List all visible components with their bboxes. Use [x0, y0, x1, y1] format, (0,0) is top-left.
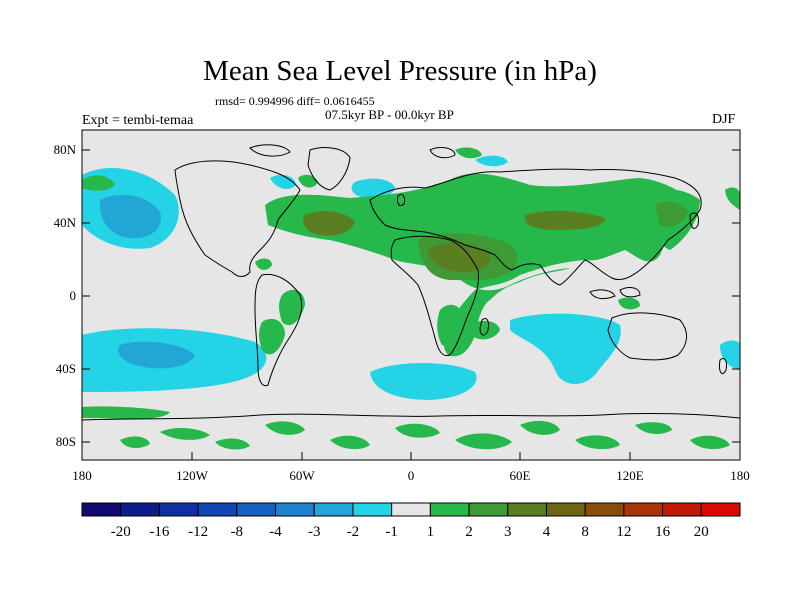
stats-text: rmsd= 0.994996 diff= 0.0616455 — [215, 94, 375, 108]
contour-antarctic-patches — [120, 420, 730, 450]
season-label: DJF — [712, 112, 736, 127]
colorbar-box — [700, 502, 741, 517]
x-tick-label: 120E — [616, 468, 644, 483]
colorbar-box — [662, 502, 702, 517]
x-tick-label: 60W — [289, 468, 315, 483]
colorbar-box — [313, 502, 354, 517]
contour-east-asia-dark — [655, 201, 688, 227]
x-tick-label: 120W — [176, 468, 209, 483]
colorbar-box — [468, 502, 509, 517]
x-tick-label: 180 — [72, 468, 92, 483]
colorbar-label: -1 — [385, 524, 398, 540]
colorbar-label: -3 — [308, 524, 321, 540]
contour-arctic-negative — [475, 155, 508, 167]
colorbar-label: -2 — [347, 524, 360, 540]
contour-indian-ocean-positive — [470, 320, 500, 340]
x-axis-labels: 180 120W 60W 0 60E 120E 180 — [72, 468, 750, 483]
colorbar-label: 1 — [427, 524, 435, 540]
colorbar-box — [275, 502, 315, 517]
contour-europe-olive — [303, 210, 355, 236]
y-tick-label: 0 — [70, 288, 77, 303]
colorbar-label: -12 — [188, 524, 208, 540]
colorbar-label: -16 — [149, 524, 169, 540]
y-tick-label: 40S — [56, 361, 76, 376]
colorbar-labels: -20 -16 -12 -8 -4 -3 -2 -1 1 2 3 4 8 12 16 20 — [111, 524, 709, 540]
colorbar-box — [584, 502, 625, 517]
contour-north-pacific-core — [99, 194, 161, 239]
colorbar-box — [197, 502, 238, 517]
colorbar-box — [545, 502, 586, 517]
colorbar-label: 3 — [504, 524, 512, 540]
x-tick-label: 0 — [408, 468, 415, 483]
contour-africa-positive — [437, 304, 465, 347]
colorbar-label: 20 — [694, 524, 709, 540]
colorbar-label: -4 — [269, 524, 282, 540]
x-tick-marks — [81, 452, 741, 460]
contour-labrador-negative — [270, 174, 296, 190]
y-axis-labels: 80N 40N 0 40S 80S — [54, 142, 77, 449]
contour-greenland-positive — [298, 174, 318, 188]
x-tick-label: 60E — [510, 468, 531, 483]
contour-west-australia-positive — [618, 297, 640, 310]
contour-central-asia-olive — [524, 210, 605, 230]
contour-south-pacific-strip-positive — [82, 406, 170, 420]
y-tick-label: 80S — [56, 434, 76, 449]
contour-caribbean-positive — [255, 258, 272, 270]
contour-south-pacific-core — [118, 341, 195, 369]
colorbar-box — [623, 502, 664, 517]
colorbar-box — [429, 502, 470, 517]
colorbar-box — [81, 502, 122, 517]
colorbar-label: 12 — [616, 524, 631, 540]
contour-east-pacific-negative — [720, 340, 740, 370]
y-tick-marks — [82, 149, 740, 443]
contour-north-america-positive — [82, 175, 115, 191]
contour-fields — [82, 147, 740, 450]
contour-south-america-positive — [279, 289, 305, 326]
colorbar-box — [158, 502, 199, 517]
colorbar-box — [120, 502, 160, 517]
colorbar-box — [236, 502, 277, 517]
colorbar-label: -20 — [111, 524, 131, 540]
contour-south-atlantic-negative — [370, 363, 477, 400]
contour-east-pacific-positive — [725, 187, 740, 210]
y-tick-label: 40N — [54, 215, 77, 230]
colorbar — [81, 502, 741, 517]
colorbar-label: 2 — [465, 524, 473, 540]
y-tick-label: 80N — [54, 142, 77, 157]
coastlines — [82, 144, 740, 421]
colorbar-label: 4 — [543, 524, 551, 540]
contour-arctic-positive — [455, 147, 482, 159]
colorbar-box — [391, 502, 431, 517]
period-text: 07.5kyr BP - 00.0kyr BP — [325, 107, 454, 122]
contour-south-atlantic-positive — [259, 318, 285, 355]
contour-indian-ocean-negative — [510, 313, 621, 385]
page-title: Mean Sea Level Pressure (in hPa) — [203, 55, 597, 87]
colorbar-label: 16 — [655, 524, 671, 540]
colorbar-box — [507, 502, 547, 517]
experiment-label: Expt = tembi-temaa — [82, 113, 194, 128]
x-tick-label: 180 — [730, 468, 750, 483]
colorbar-box — [352, 502, 393, 517]
colorbar-label: 8 — [581, 524, 589, 540]
colorbar-label: -8 — [231, 524, 244, 540]
